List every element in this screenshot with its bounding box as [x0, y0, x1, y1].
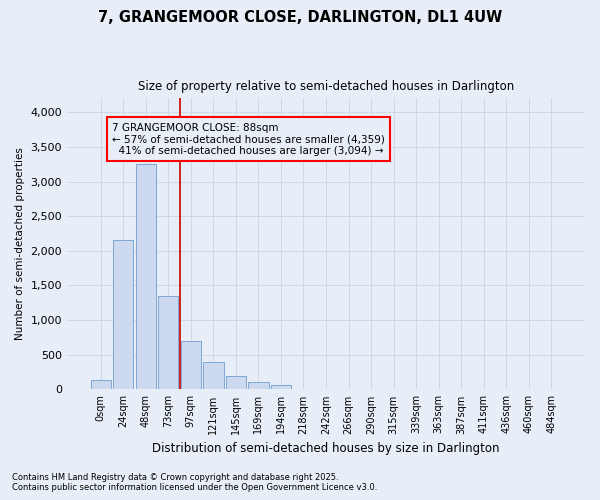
Bar [271, 384, 291, 390]
Text: Contains HM Land Registry data © Crown copyright and database right 2025.
Contai: Contains HM Land Registry data © Crown c… [12, 473, 377, 492]
Bar [113, 240, 133, 390]
Bar [248, 382, 269, 390]
Bar [181, 341, 201, 390]
Title: Size of property relative to semi-detached houses in Darlington: Size of property relative to semi-detach… [138, 80, 514, 93]
Bar [158, 296, 178, 390]
Y-axis label: Number of semi-detached properties: Number of semi-detached properties [15, 148, 25, 340]
Bar [136, 164, 156, 390]
X-axis label: Distribution of semi-detached houses by size in Darlington: Distribution of semi-detached houses by … [152, 442, 500, 455]
Bar [226, 376, 246, 390]
Bar [203, 362, 224, 390]
Text: 7, GRANGEMOOR CLOSE, DARLINGTON, DL1 4UW: 7, GRANGEMOOR CLOSE, DARLINGTON, DL1 4UW [98, 10, 502, 25]
Bar [91, 380, 111, 390]
Text: 7 GRANGEMOOR CLOSE: 88sqm
← 57% of semi-detached houses are smaller (4,359)
  41: 7 GRANGEMOOR CLOSE: 88sqm ← 57% of semi-… [112, 122, 385, 156]
